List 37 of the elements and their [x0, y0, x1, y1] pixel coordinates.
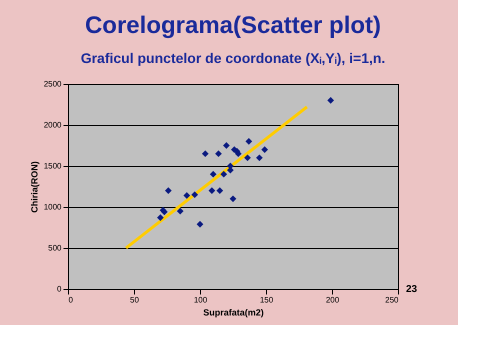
x-tick-label: 50: [130, 296, 140, 304]
point: [245, 138, 252, 145]
x-tick-label: 0: [68, 296, 74, 304]
point: [191, 191, 198, 198]
point: [164, 187, 172, 194]
y-tick-label: 2000: [44, 120, 62, 130]
point: [176, 208, 184, 214]
y-tick-label: 0: [57, 284, 62, 294]
point: [210, 170, 217, 178]
point: [216, 187, 224, 194]
y-tick-label: 500: [48, 244, 62, 252]
y-tick-label: 2500: [44, 80, 62, 88]
chart-subtitle: Graficul punctelor de coordonate (Xᵢ,Yᵢ), i=1,n.: [80, 50, 386, 66]
point: [220, 170, 228, 178]
point: [230, 195, 236, 202]
point: [227, 162, 234, 170]
point: [215, 150, 222, 158]
y-axis-title: Chiria(RON): [30, 161, 40, 213]
point: [208, 187, 216, 194]
point: [157, 214, 164, 222]
point: [256, 154, 263, 162]
x-tick-label: 250: [385, 296, 400, 304]
text: 23: [406, 284, 418, 295]
point: [244, 154, 251, 162]
x-tick-label: 150: [260, 296, 274, 304]
x-tick-label: 200: [326, 296, 340, 304]
point: [327, 97, 334, 104]
chart-title: Corelograma(Scatter plot): [84, 12, 382, 39]
point: [261, 146, 268, 153]
x-axis-title: Suprafata(m2): [203, 308, 264, 318]
point: [183, 192, 190, 199]
point: [196, 220, 204, 228]
point: [202, 150, 209, 158]
y-tick-label: 1500: [44, 162, 62, 170]
y-tick-label: 1000: [44, 202, 62, 212]
point: [223, 142, 230, 149]
x-tick-label: 100: [194, 296, 208, 304]
